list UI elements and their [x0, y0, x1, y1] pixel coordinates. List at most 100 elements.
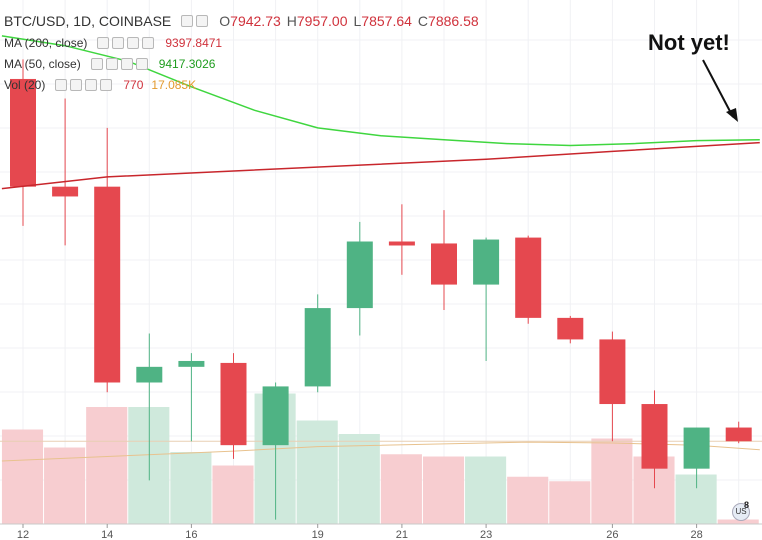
candle — [304, 294, 331, 393]
settings-icon[interactable] — [196, 15, 209, 27]
legend-ma200-row: MA (200, close) 9397.8471 — [4, 32, 485, 53]
eye-icon[interactable] — [97, 36, 110, 49]
settings-icon[interactable] — [105, 57, 118, 70]
candle-body — [262, 386, 289, 446]
ohlc-low: L7857.64 — [353, 13, 412, 29]
eye-icon[interactable] — [55, 78, 68, 91]
volume-bar — [549, 481, 591, 524]
candle — [683, 427, 710, 489]
ma50-controls[interactable] — [90, 57, 151, 70]
close-icon[interactable] — [135, 57, 148, 70]
x-axis-ticks: 12 14 16 19 21 23 26 28 — [17, 524, 703, 540]
candle-body — [304, 308, 331, 387]
add-icon[interactable] — [85, 78, 98, 91]
candle — [388, 204, 415, 275]
x-tick-label: 21 — [396, 529, 408, 540]
vol-value: 770 — [123, 77, 144, 92]
candlesticks — [10, 59, 752, 520]
candle-body — [388, 241, 415, 246]
x-tick-label: 19 — [312, 529, 324, 540]
candle-body — [52, 186, 79, 197]
candle-body — [431, 243, 457, 285]
vol-label: Vol (20) — [4, 77, 46, 92]
ma50-value: 9417.3026 — [158, 56, 216, 71]
close-icon[interactable] — [142, 36, 155, 49]
ohlc-close: C7886.58 — [417, 13, 479, 29]
candle — [725, 421, 752, 444]
ohlc-high: H7957.00 — [286, 13, 348, 29]
volume-bar — [380, 454, 422, 524]
eye-icon[interactable] — [90, 57, 103, 70]
volume-bar — [338, 434, 380, 524]
volume-bar — [212, 465, 254, 524]
candle-body — [10, 78, 36, 187]
candle — [94, 127, 121, 393]
flag-badge: 8 — [744, 500, 750, 510]
legend-symbol-row: BTC/USD, 1D, COINBASE O7942.73 H7957.00 … — [4, 10, 485, 32]
candle — [431, 210, 457, 311]
x-tick-label: 12 — [17, 529, 29, 540]
volume-bar — [86, 407, 128, 524]
volume-bar — [170, 452, 212, 524]
candle — [178, 353, 205, 442]
legend-controls[interactable] — [181, 15, 211, 27]
x-tick-label: 23 — [480, 529, 492, 540]
annotation-arrow — [702, 59, 738, 122]
candle — [136, 333, 163, 481]
candle-body — [220, 362, 247, 446]
candle — [346, 221, 373, 336]
add-icon[interactable] — [120, 57, 133, 70]
candle-body — [178, 360, 205, 367]
volume-bar — [422, 456, 465, 524]
candle-body — [683, 427, 710, 469]
volume-bar — [507, 476, 549, 524]
candle — [220, 353, 247, 459]
candle-body — [725, 427, 752, 442]
ma200-value: 9397.8471 — [165, 35, 223, 50]
candle — [262, 382, 289, 520]
volume-bars — [1, 393, 759, 524]
flag-icon[interactable]: US — [732, 503, 750, 521]
x-tick-label: 16 — [185, 529, 197, 540]
annotation-not-yet: Not yet! — [648, 30, 730, 55]
eye-icon[interactable] — [181, 15, 194, 27]
volume-bar — [591, 438, 633, 524]
volume-bar — [296, 420, 338, 524]
candle-body — [94, 186, 121, 383]
candle — [52, 98, 79, 246]
ma200-line — [1, 141, 760, 190]
candle-body — [599, 339, 626, 405]
chart-legend: BTC/USD, 1D, COINBASE O7942.73 H7957.00 … — [4, 10, 485, 95]
candle — [557, 315, 584, 344]
add-icon[interactable] — [127, 36, 140, 49]
ma50-label: MA (50, close) — [4, 56, 81, 71]
candle — [599, 331, 626, 442]
candle — [641, 390, 668, 489]
volume-bar — [1, 429, 44, 524]
legend-vol-row: Vol (20) 770 17.085K — [4, 74, 485, 95]
candle-body — [136, 366, 163, 383]
candle — [515, 235, 542, 324]
settings-icon[interactable] — [70, 78, 83, 91]
settings-icon[interactable] — [112, 36, 125, 49]
x-tick-label: 28 — [690, 529, 702, 540]
volume-bar — [44, 447, 86, 524]
ma200-label: MA (200, close) — [4, 35, 88, 50]
close-icon[interactable] — [100, 78, 113, 91]
volume-bar — [465, 456, 507, 524]
symbol-label: BTC/USD, 1D, COINBASE — [4, 13, 172, 29]
ma200-controls[interactable] — [97, 36, 157, 49]
ohlc-open: O7942.73 — [219, 13, 281, 29]
candle-body — [473, 239, 500, 285]
vol-controls[interactable] — [55, 78, 115, 91]
x-tick-label: 26 — [606, 529, 618, 540]
candle-body — [641, 404, 668, 469]
candle-body — [557, 317, 584, 340]
candle-body — [346, 241, 373, 309]
x-tick-label: 14 — [101, 529, 113, 540]
candle-body — [515, 237, 542, 318]
vol-ma-value: 17.085K — [151, 77, 197, 92]
candle — [10, 59, 36, 226]
volume-bar — [717, 519, 759, 524]
